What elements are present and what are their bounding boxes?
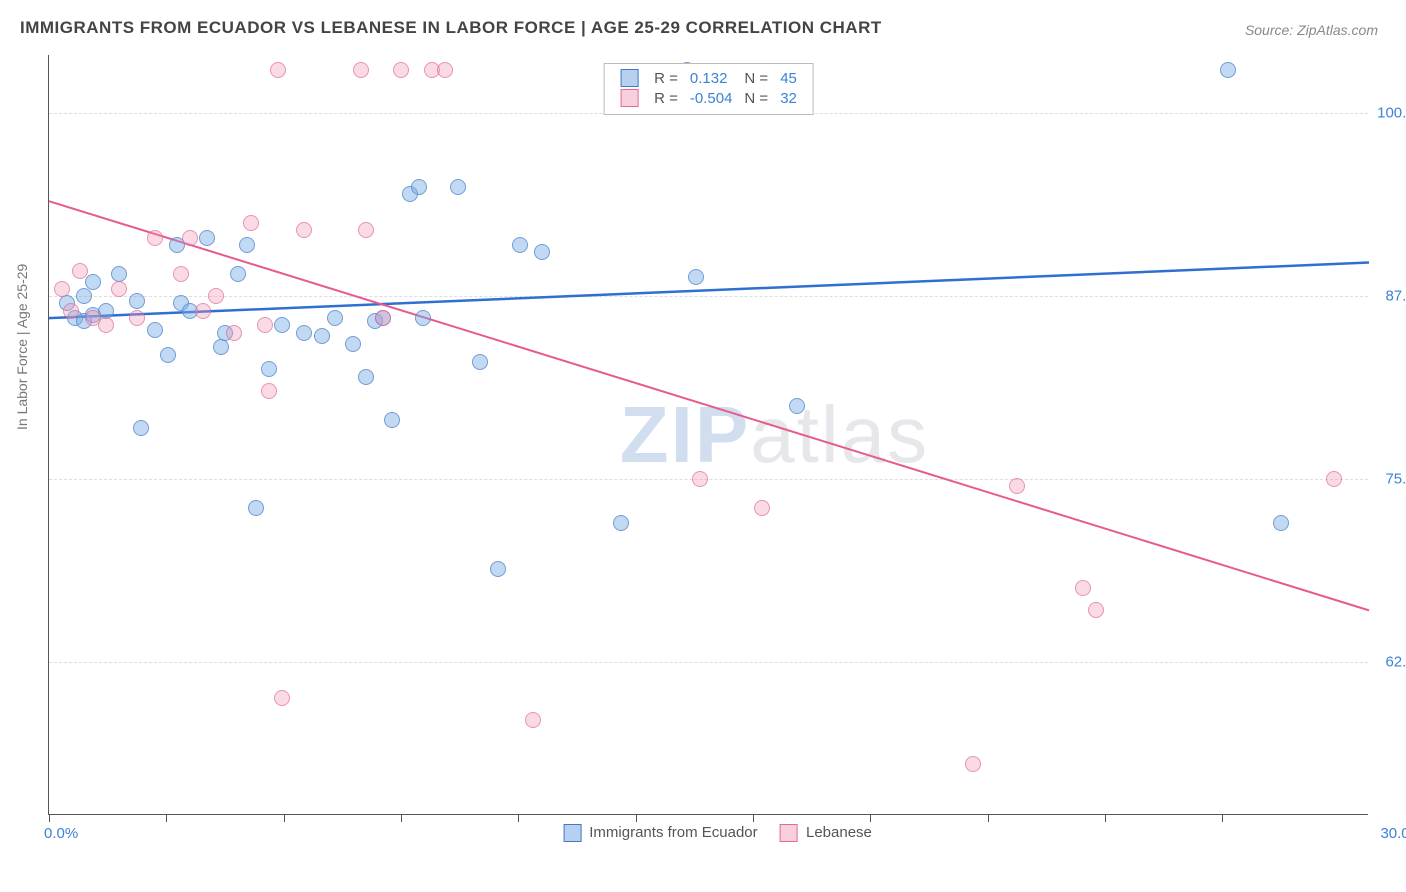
data-point: [261, 383, 277, 399]
data-point: [450, 179, 466, 195]
data-point: [358, 369, 374, 385]
swatch-series1-icon: [563, 824, 581, 842]
legend-row-series2: R = -0.504 N = 32: [614, 88, 803, 108]
data-point: [147, 322, 163, 338]
data-point: [384, 412, 400, 428]
data-point: [375, 310, 391, 326]
trend-line: [49, 201, 1369, 610]
y-tick-label: 62.5%: [1385, 653, 1406, 670]
data-point: [133, 420, 149, 436]
legend-label-series2: Lebanese: [806, 824, 872, 841]
y-axis-title: In Labor Force | Age 25-29: [14, 264, 30, 430]
data-point: [415, 310, 431, 326]
data-point: [274, 690, 290, 706]
x-tick: [636, 814, 637, 822]
data-point: [512, 237, 528, 253]
data-point: [257, 317, 273, 333]
data-point: [274, 317, 290, 333]
data-point: [129, 293, 145, 309]
x-tick: [988, 814, 989, 822]
x-axis-max-label: 30.0%: [1380, 825, 1406, 842]
x-tick: [753, 814, 754, 822]
data-point: [789, 398, 805, 414]
data-point: [692, 471, 708, 487]
data-point: [248, 500, 264, 516]
data-point: [345, 336, 361, 352]
data-point: [534, 244, 550, 260]
x-tick: [1222, 814, 1223, 822]
legend-label-series1: Immigrants from Ecuador: [589, 824, 757, 841]
x-tick: [166, 814, 167, 822]
data-point: [296, 222, 312, 238]
data-point: [195, 303, 211, 319]
x-tick: [284, 814, 285, 822]
chart-title: IMMIGRANTS FROM ECUADOR VS LEBANESE IN L…: [20, 18, 882, 38]
chart-plot-area: ZIPatlas 62.5%75.0%87.5%100.0% R = 0.132…: [48, 55, 1368, 815]
data-point: [182, 230, 198, 246]
data-point: [1009, 478, 1025, 494]
data-point: [85, 274, 101, 290]
x-tick: [518, 814, 519, 822]
data-point: [437, 62, 453, 78]
legend-row-series1: R = 0.132 N = 45: [614, 68, 803, 88]
y-tick-label: 100.0%: [1377, 105, 1406, 122]
data-point: [173, 266, 189, 282]
data-point: [208, 288, 224, 304]
data-point: [525, 712, 541, 728]
data-point: [965, 756, 981, 772]
data-point: [63, 303, 79, 319]
data-point: [239, 237, 255, 253]
data-point: [490, 561, 506, 577]
data-point: [230, 266, 246, 282]
trend-line: [49, 263, 1369, 319]
data-point: [213, 339, 229, 355]
data-point: [129, 310, 145, 326]
swatch-series2-icon: [780, 824, 798, 842]
x-tick: [49, 814, 50, 822]
data-point: [147, 230, 163, 246]
data-point: [76, 288, 92, 304]
data-point: [270, 62, 286, 78]
swatch-series2-icon: [620, 89, 638, 107]
data-point: [111, 281, 127, 297]
data-point: [472, 354, 488, 370]
data-point: [613, 515, 629, 531]
data-point: [358, 222, 374, 238]
data-point: [393, 62, 409, 78]
data-point: [226, 325, 242, 341]
data-point: [199, 230, 215, 246]
data-point: [1326, 471, 1342, 487]
swatch-series1-icon: [620, 69, 638, 87]
data-point: [243, 215, 259, 231]
data-point: [98, 317, 114, 333]
data-point: [411, 179, 427, 195]
trend-lines: [49, 55, 1369, 815]
correlation-legend: R = 0.132 N = 45 R = -0.504 N = 32: [603, 63, 814, 115]
data-point: [754, 500, 770, 516]
series-legend: Immigrants from Ecuador Lebanese: [545, 824, 872, 842]
source-attribution: Source: ZipAtlas.com: [1245, 22, 1378, 38]
data-point: [314, 328, 330, 344]
data-point: [296, 325, 312, 341]
data-point: [1220, 62, 1236, 78]
x-tick: [870, 814, 871, 822]
data-point: [327, 310, 343, 326]
y-tick-label: 75.0%: [1385, 470, 1406, 487]
data-point: [54, 281, 70, 297]
data-point: [72, 263, 88, 279]
x-axis-min-label: 0.0%: [44, 825, 78, 842]
data-point: [1075, 580, 1091, 596]
x-tick: [401, 814, 402, 822]
data-point: [160, 347, 176, 363]
data-point: [261, 361, 277, 377]
y-tick-label: 87.5%: [1385, 288, 1406, 305]
data-point: [1273, 515, 1289, 531]
data-point: [688, 269, 704, 285]
data-point: [1088, 602, 1104, 618]
data-point: [353, 62, 369, 78]
data-point: [111, 266, 127, 282]
x-tick: [1105, 814, 1106, 822]
